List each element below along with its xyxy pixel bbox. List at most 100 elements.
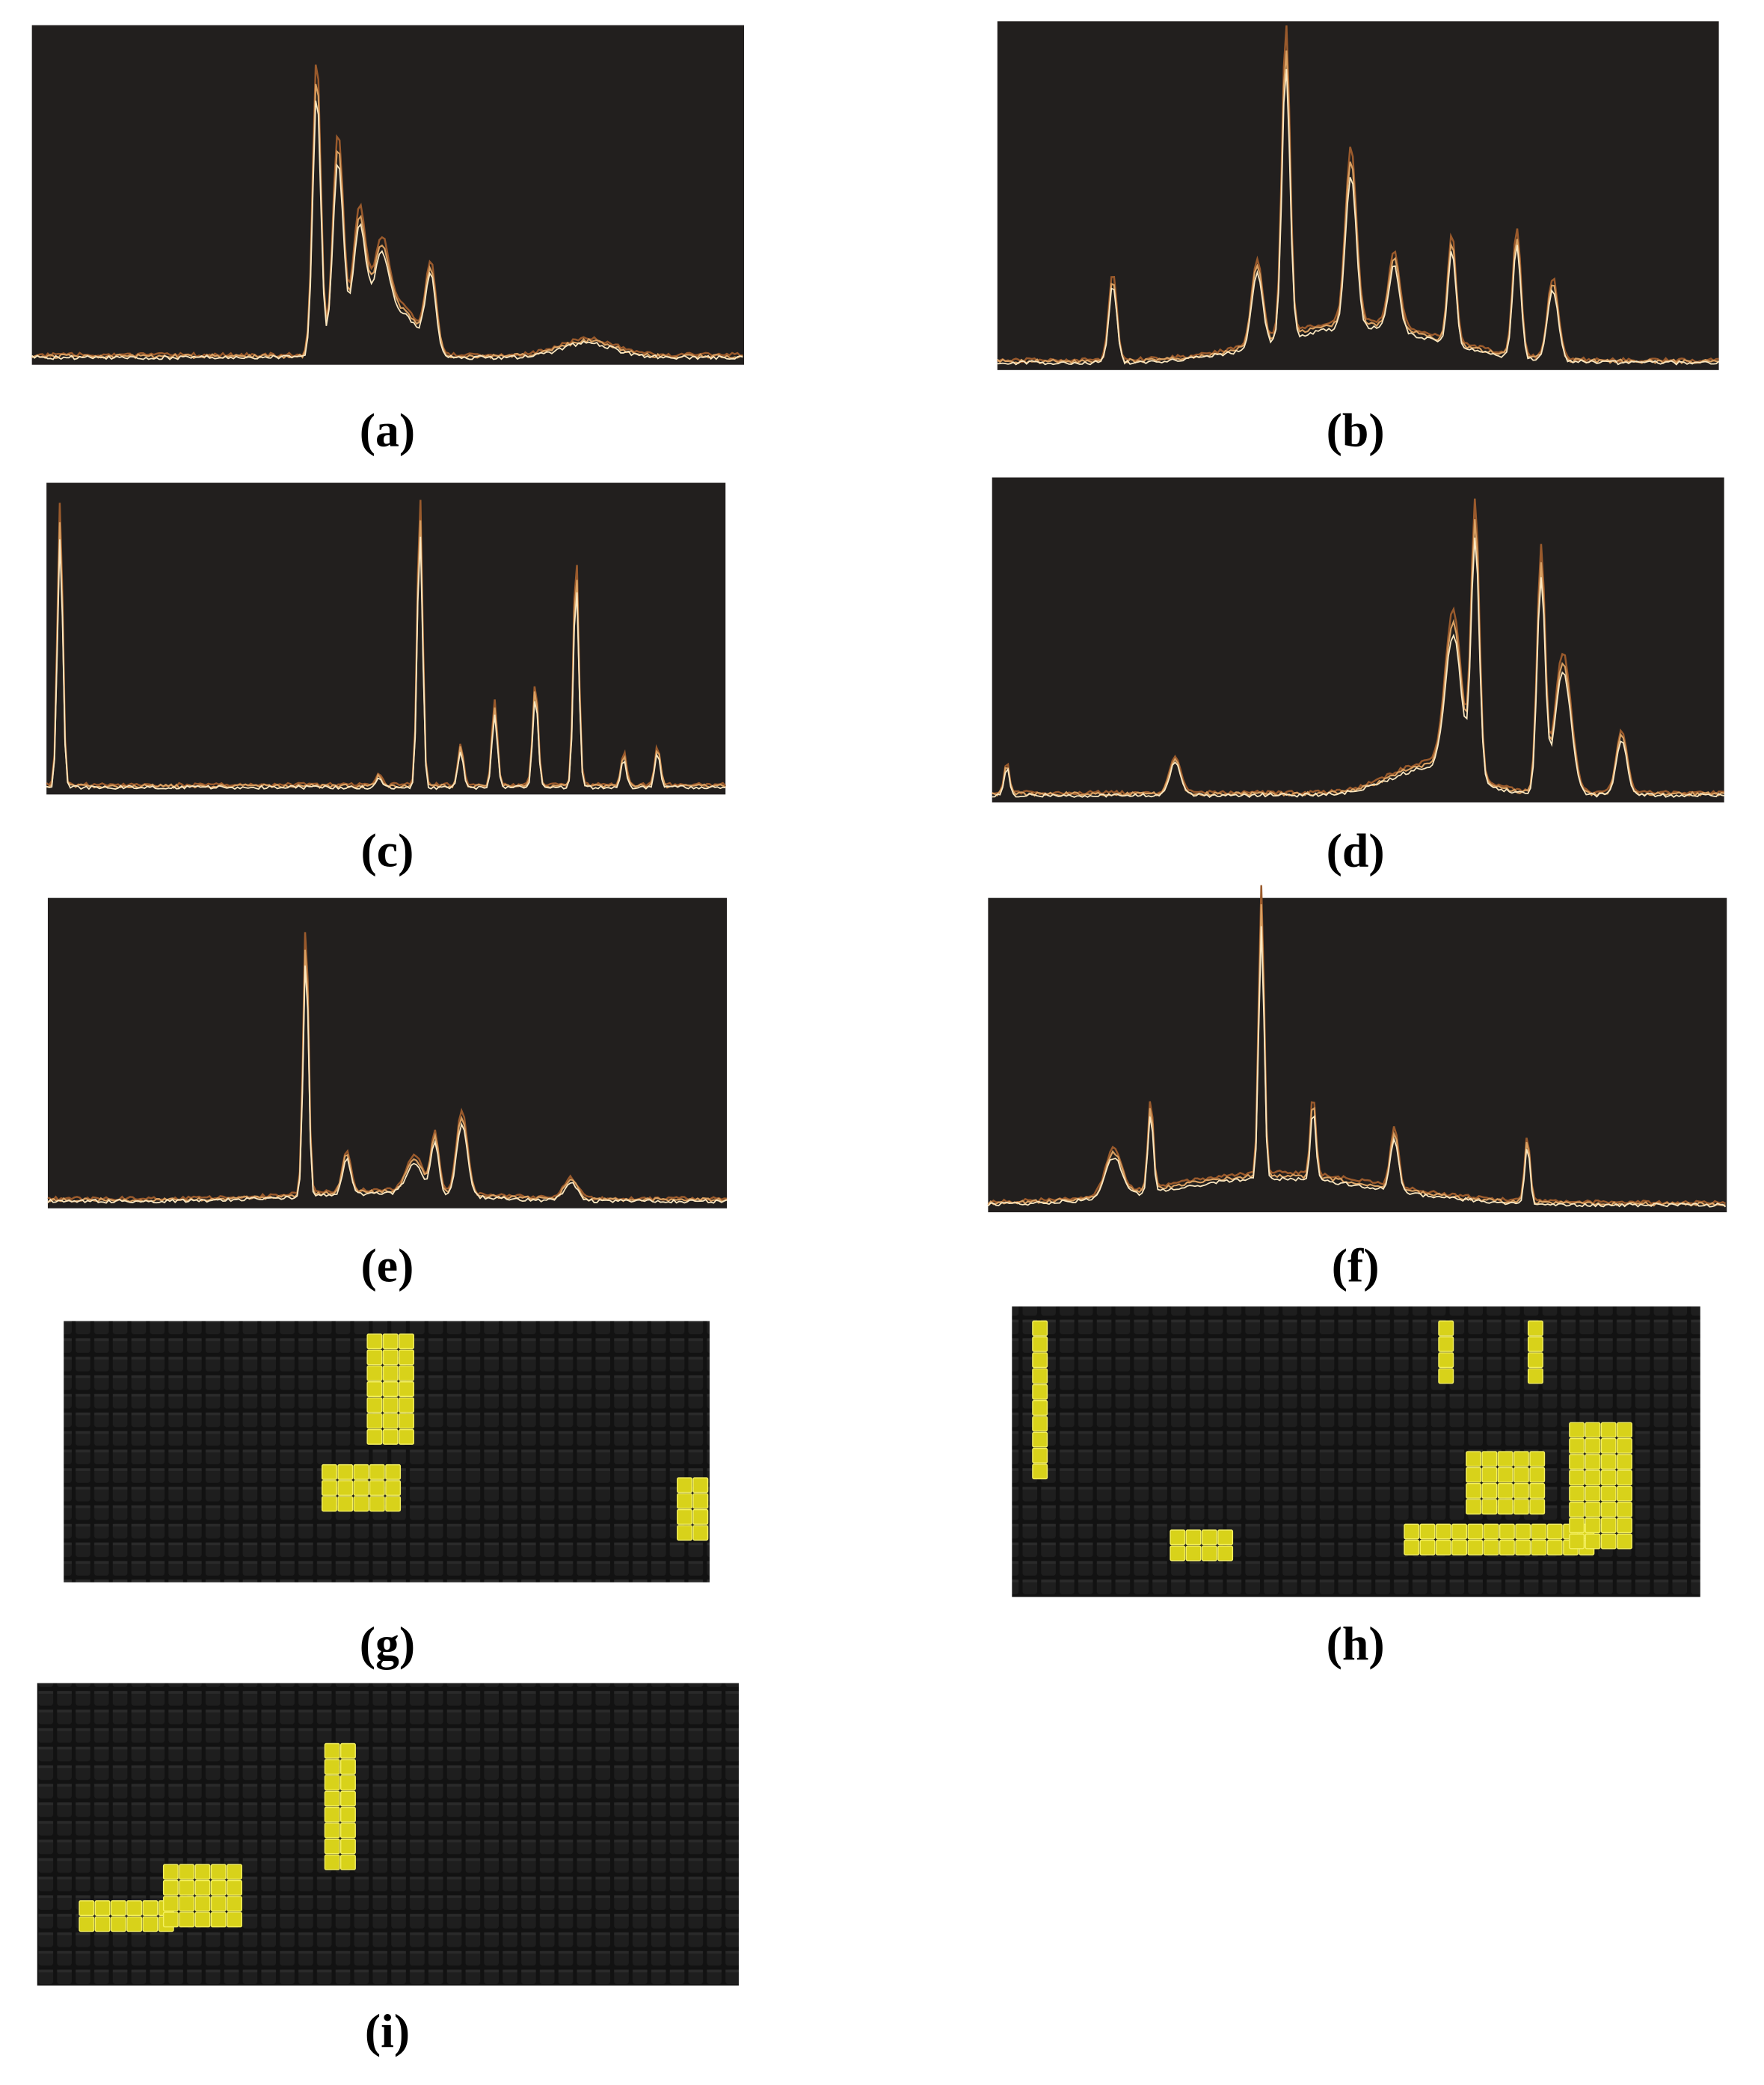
highlight-cell: [1585, 1485, 1601, 1502]
highlight-cell: [322, 1480, 337, 1496]
highlight-cell: [1483, 1523, 1499, 1540]
highlight-cell: [1032, 1416, 1048, 1432]
highlight-cell: [1513, 1499, 1529, 1515]
highlight-cell: [322, 1496, 337, 1512]
panel-background: [47, 897, 727, 1209]
highlight-cell: [1483, 1539, 1499, 1556]
spectrum-trace: [31, 84, 743, 360]
highlight-cell: [1513, 1451, 1529, 1467]
highlight-cell: [1438, 1320, 1454, 1336]
highlight-cell: [1032, 1400, 1048, 1416]
spectrum-trace: [46, 536, 726, 790]
highlight-cell: [110, 1916, 126, 1932]
highlight-cell: [1435, 1523, 1451, 1540]
highlight-cell: [179, 1864, 195, 1880]
highlight-cell: [1515, 1539, 1531, 1556]
spectrum-trace: [31, 100, 743, 360]
highlight-cell: [1513, 1482, 1529, 1499]
highlight-cell: [1032, 1368, 1048, 1384]
highlight-cell: [194, 1911, 211, 1928]
panel-label: (h): [1327, 1617, 1385, 1670]
highlight-cell: [194, 1896, 211, 1912]
highlight-cell: [1217, 1529, 1234, 1546]
spectrum-trace: [46, 520, 726, 790]
panel-background: [997, 21, 1719, 370]
highlight-cell: [227, 1864, 242, 1880]
highlight-cell: [1515, 1523, 1531, 1540]
highlight-cell: [399, 1428, 414, 1445]
highlight-cell: [399, 1381, 414, 1397]
panel: (d): [992, 477, 1724, 877]
highlight-cell: [1585, 1437, 1601, 1454]
highlight-cell: [94, 1916, 111, 1932]
highlight-cell: [324, 1838, 340, 1855]
highlight-cell: [1617, 1485, 1632, 1502]
highlight-cell: [194, 1879, 211, 1896]
spectrum-trace: [992, 537, 1724, 799]
highlight-cell: [339, 1742, 356, 1759]
highlight-cell: [1600, 1517, 1617, 1534]
highlight-cell: [1529, 1467, 1546, 1483]
highlight-cell: [1217, 1545, 1234, 1562]
highlight-cell: [1032, 1431, 1048, 1448]
panel-background: [46, 482, 726, 795]
highlight-cell: [1617, 1517, 1632, 1534]
spectrum-trace: [987, 904, 1726, 1207]
highlight-cell: [1531, 1523, 1547, 1540]
highlight-cell: [1497, 1482, 1513, 1499]
highlight-cell: [1499, 1539, 1515, 1556]
highlight-cell: [1438, 1368, 1454, 1384]
highlight-cell: [1569, 1533, 1585, 1550]
highlight-cell: [179, 1879, 195, 1896]
highlight-cell: [126, 1900, 143, 1916]
highlight-cell: [339, 1838, 356, 1855]
spectrum-trace: [47, 965, 728, 1204]
highlight-cell: [382, 1413, 399, 1429]
highlight-cell: [382, 1428, 399, 1445]
highlight-cell: [1499, 1523, 1515, 1540]
highlight-cell: [339, 1775, 356, 1791]
highlight-cell: [1617, 1533, 1632, 1550]
highlight-cell: [677, 1508, 692, 1525]
highlight-cell: [385, 1464, 402, 1480]
highlight-cell: [162, 1864, 179, 1880]
spectrum-trace: [988, 885, 1727, 1206]
highlight-cell: [1585, 1501, 1601, 1517]
highlight-cell: [1527, 1352, 1543, 1369]
highlight-cell: [324, 1823, 340, 1839]
highlight-cell: [324, 1759, 340, 1775]
spectrum-trace: [987, 926, 1727, 1208]
highlight-cell: [1466, 1467, 1482, 1483]
panel: (c): [46, 482, 727, 877]
highlight-cell: [324, 1742, 340, 1759]
highlight-cell: [1569, 1437, 1585, 1454]
highlight-cell: [382, 1333, 399, 1350]
panel-background: [992, 477, 1724, 802]
highlight-cell: [353, 1496, 369, 1512]
highlight-cell: [1419, 1523, 1436, 1540]
highlight-cell: [1569, 1454, 1585, 1470]
highlight-cell: [1585, 1533, 1601, 1550]
highlight-cell: [210, 1911, 227, 1928]
panel-label: (c): [361, 824, 414, 877]
highlight-cell: [1185, 1529, 1202, 1546]
highlight-cell: [1201, 1529, 1217, 1546]
highlight-cell: [1435, 1539, 1451, 1556]
highlight-cell: [1419, 1539, 1436, 1556]
highlight-cell: [677, 1525, 692, 1541]
panel-label: (b): [1327, 403, 1385, 456]
highlight-cell: [677, 1493, 692, 1509]
highlight-cell: [692, 1525, 709, 1541]
panel-background: [31, 25, 745, 365]
highlight-cell: [126, 1916, 143, 1932]
highlight-cell: [1617, 1437, 1632, 1454]
highlight-cell: [179, 1911, 195, 1928]
highlight-cell: [1438, 1336, 1454, 1352]
highlight-cell: [94, 1900, 111, 1916]
panel: (g): [64, 1321, 710, 1670]
panel: (i): [37, 1683, 739, 2057]
highlight-cell: [692, 1493, 709, 1509]
highlight-cell: [1585, 1454, 1601, 1470]
highlight-cell: [1497, 1451, 1513, 1467]
highlight-cell: [385, 1480, 402, 1496]
